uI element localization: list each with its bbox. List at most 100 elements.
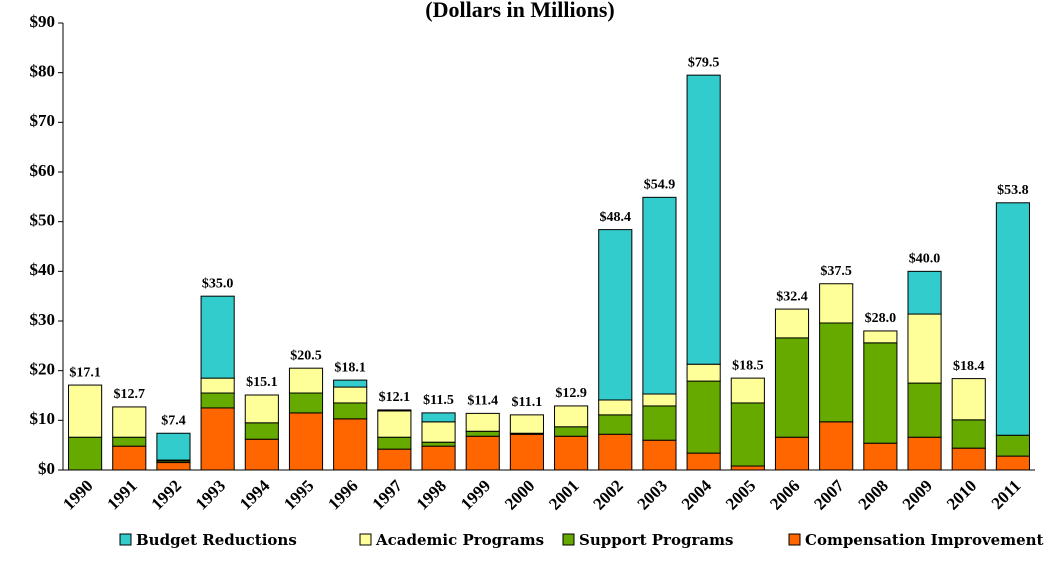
bar-segment — [421, 445, 456, 471]
value-label: $35.0 — [202, 276, 234, 291]
x-tick-label: 2002 — [589, 476, 626, 513]
value-label: $15.1 — [246, 375, 278, 390]
bar-segment — [598, 399, 633, 416]
y-tick-label: $20 — [30, 360, 56, 379]
bar-segment — [288, 392, 324, 414]
legend-swatch — [562, 533, 575, 546]
x-tick-label: 1997 — [368, 476, 406, 514]
x-tick-label: 2011 — [988, 476, 1025, 513]
x-tick-label: 1992 — [148, 476, 185, 513]
value-label: $12.9 — [555, 386, 587, 401]
value-label: $53.8 — [997, 183, 1029, 198]
legend-swatch — [119, 533, 132, 546]
bar-segment — [995, 455, 1030, 471]
bar-segment — [774, 436, 810, 471]
x-tick-label: 1990 — [59, 476, 96, 513]
value-label: $11.4 — [467, 394, 498, 409]
bar-segment — [377, 436, 412, 450]
bar-segment — [200, 407, 235, 471]
bar-segment — [288, 367, 324, 394]
value-label: $17.1 — [69, 365, 101, 380]
bar-segment — [598, 229, 633, 401]
bar-segment — [863, 330, 898, 344]
bar-segment — [333, 379, 368, 388]
bar-segment — [200, 377, 235, 394]
value-label: $11.1 — [512, 395, 543, 410]
y-tick-label: $60 — [30, 161, 56, 180]
bar-segment — [863, 342, 898, 444]
bar-segment — [377, 410, 412, 438]
x-tick-label: 2009 — [899, 476, 936, 513]
bar-segment — [465, 430, 500, 437]
y-tick-label: $50 — [30, 211, 56, 230]
bar-segment — [642, 393, 677, 407]
value-label: $48.4 — [600, 210, 632, 225]
bar-segment — [333, 386, 368, 404]
x-tick-label: 2004 — [678, 476, 716, 514]
bar-segment — [995, 202, 1030, 436]
bar-segment — [907, 313, 942, 384]
bar-segment — [68, 436, 103, 471]
x-tick-label: 2000 — [501, 476, 538, 513]
y-tick-label: $40 — [30, 260, 56, 279]
bar-segment — [907, 382, 942, 438]
bar-segment — [686, 452, 721, 471]
bar-segment — [730, 402, 765, 467]
bar-segment — [819, 283, 854, 324]
y-tick-label: $80 — [30, 62, 56, 81]
x-tick-label: 1998 — [413, 476, 450, 513]
bar-segment — [819, 421, 854, 471]
bar-segment — [863, 442, 898, 471]
bar-segment — [642, 439, 677, 471]
legend-swatch — [788, 533, 801, 546]
legend-label: Compensation Improvement — [805, 531, 1044, 549]
bar-segment — [509, 414, 544, 434]
x-tick-label: 1999 — [457, 476, 494, 513]
x-tick-label: 2005 — [722, 476, 759, 513]
x-tick-label: 1994 — [236, 476, 274, 514]
bar-segment — [907, 270, 942, 315]
bar-segment — [156, 432, 191, 461]
bar-segment — [730, 377, 765, 404]
value-label: $28.0 — [865, 311, 897, 326]
value-label: $37.5 — [820, 264, 852, 279]
bar-segment — [509, 433, 544, 471]
bar-segment — [333, 418, 368, 471]
value-label: $40.0 — [909, 252, 941, 267]
bar-segment — [465, 435, 500, 471]
bar-segment — [200, 295, 235, 379]
bar-segment — [156, 462, 191, 471]
bar-segment — [819, 322, 854, 423]
bar-segment — [112, 436, 147, 447]
bar-segment — [686, 380, 721, 454]
bar-segment — [377, 409, 412, 412]
bar-segment — [112, 445, 147, 471]
bar-segment — [907, 436, 942, 471]
bar-segment — [200, 392, 235, 409]
bar-segment — [244, 422, 279, 440]
bar-segment — [68, 384, 103, 438]
bar-segment — [774, 337, 810, 438]
bar-segment — [642, 405, 677, 441]
value-label: $54.9 — [644, 178, 676, 193]
bar-segment — [244, 394, 279, 424]
bar-segment — [244, 438, 279, 471]
value-label: $20.5 — [290, 348, 322, 363]
bar-segment — [951, 447, 986, 471]
x-tick-label: 1993 — [192, 476, 229, 513]
bar-segment — [686, 74, 721, 365]
x-tick-label: 2003 — [634, 476, 671, 513]
x-tick-label: 1991 — [103, 476, 140, 513]
legend-label: Budget Reductions — [136, 531, 297, 549]
bar-segment — [774, 308, 810, 339]
bar-segment — [686, 363, 721, 382]
y-tick-label: $10 — [30, 409, 56, 428]
value-label: $79.5 — [688, 55, 720, 70]
value-label: $12.1 — [379, 390, 411, 405]
bar-segment — [554, 426, 589, 437]
x-tick-label: 2010 — [943, 476, 980, 513]
value-label: $18.4 — [953, 359, 985, 374]
bar-segment — [333, 402, 368, 420]
bar-segment — [995, 434, 1030, 457]
